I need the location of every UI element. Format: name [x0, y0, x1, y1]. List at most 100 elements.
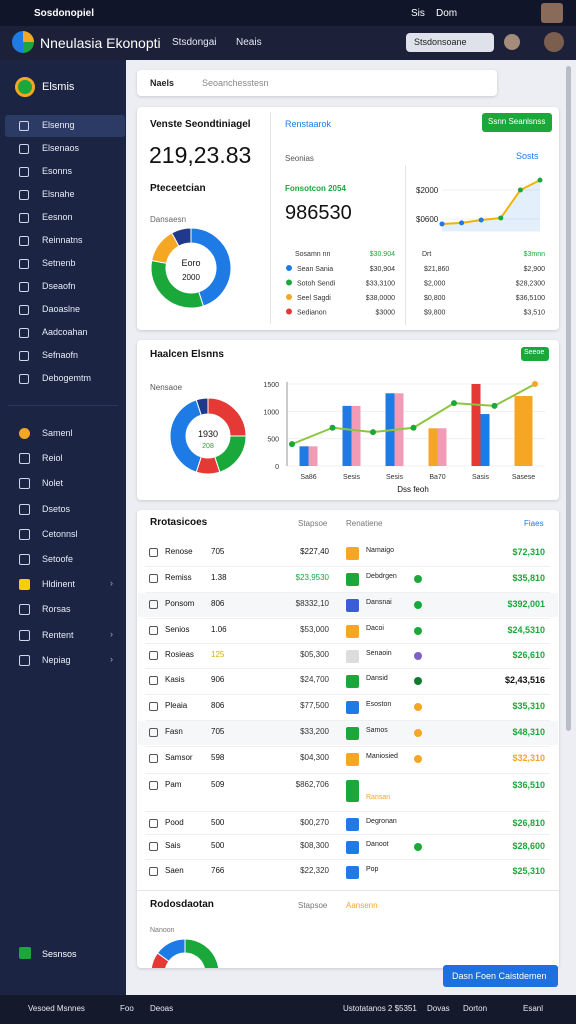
active-item	[5, 115, 125, 137]
row-tag: Dacoi	[366, 625, 384, 632]
row-checkbox[interactable]	[149, 548, 158, 557]
link[interactable]: Renstaarok	[285, 119, 332, 129]
menu-item[interactable]: Debogemtm	[42, 373, 92, 383]
avatar[interactable]	[541, 3, 563, 23]
user-avatar[interactable]	[504, 34, 520, 50]
taskbar-item[interactable]: Dovas	[427, 1004, 450, 1013]
row-checkbox[interactable]	[149, 676, 158, 685]
menu-item[interactable]: Nolet	[42, 478, 64, 489]
search-bar[interactable]	[137, 70, 497, 96]
menu-item[interactable]: Sefnaofn	[42, 350, 79, 360]
menu-icon	[19, 236, 29, 246]
sidebar-footer[interactable]: Sesnsos	[42, 949, 77, 959]
chart-label: Nensaoe	[150, 383, 183, 392]
cta-label: Dasn Foen Caistdemen	[452, 971, 547, 981]
row-tag: Senaoin	[366, 650, 392, 657]
menu-icon	[19, 604, 30, 616]
row-code: 705	[211, 727, 225, 736]
row-code: 1.38	[211, 573, 227, 582]
row-checkbox[interactable]	[149, 626, 158, 635]
row-tag-icon	[346, 841, 359, 854]
row-checkbox[interactable]	[149, 651, 158, 660]
taskbar-item[interactable]: Ustotatanos 2 $5351	[343, 1004, 417, 1013]
taskbar-item[interactable]: Deoas	[150, 1004, 174, 1013]
row-name: Remiss	[165, 573, 192, 582]
row-code: 906	[211, 675, 225, 684]
menu-item[interactable]: Samenl	[42, 428, 73, 438]
row-name: Rosieas	[165, 650, 194, 659]
row-tag-icon	[346, 780, 359, 802]
menu-icon	[19, 554, 30, 565]
menu-item[interactable]: Rorsas	[42, 604, 71, 615]
row-name: Pood	[165, 818, 184, 827]
menu-item[interactable]: Daoaslne	[42, 304, 81, 314]
menu-item[interactable]: Reinnatns	[42, 235, 83, 245]
row-checkbox[interactable]	[149, 600, 158, 609]
menu-item[interactable]: Setnenb	[42, 258, 76, 268]
menu-item[interactable]: Hldinent	[42, 579, 76, 590]
row-tag-icon	[346, 625, 359, 638]
row-dot	[414, 843, 422, 851]
dropdown[interactable]	[406, 33, 494, 52]
menu-item[interactable]: Elsenaos	[42, 143, 80, 153]
row-total: $2,43,516	[504, 675, 545, 685]
menu-item[interactable]: Rentent	[42, 629, 74, 640]
taskbar-item[interactable]: Dorton	[463, 1004, 488, 1013]
row-code: 705	[211, 547, 225, 556]
menu-icon	[19, 478, 30, 490]
row-name: Samsor	[165, 753, 193, 762]
row-amount: $00,270	[300, 818, 329, 827]
row-checkbox[interactable]	[149, 867, 158, 876]
row-checkbox[interactable]	[149, 702, 158, 711]
taskbar-item[interactable]: Esanl	[523, 1004, 544, 1013]
breakdown-card	[137, 340, 559, 500]
row-amount: $53,000	[300, 625, 329, 634]
row-tag: Dansid	[366, 675, 388, 682]
chevron: ›	[110, 653, 113, 664]
status-app: Sosdonopiel	[34, 8, 94, 19]
nav-link[interactable]: Stsdongai	[172, 37, 217, 48]
row-code: 1.06	[211, 625, 227, 634]
row-checkbox[interactable]	[149, 842, 158, 851]
select[interactable]: Sosts	[516, 151, 539, 161]
cta-button[interactable]	[443, 965, 558, 987]
menu-item[interactable]: Elsnahe	[42, 189, 75, 199]
chevron: ›	[110, 578, 113, 589]
button-label: Seeoe	[524, 349, 545, 356]
status-bar	[0, 0, 576, 26]
menu-item[interactable]: Cetonnsl	[42, 528, 78, 539]
row-code: 806	[211, 701, 225, 710]
menu-item[interactable]: Dseaofn	[42, 281, 76, 291]
menu-item[interactable]: Nepiag	[42, 654, 71, 665]
row-divider	[145, 566, 550, 567]
subtitle: Pteceetcian	[150, 183, 206, 194]
menu-item[interactable]: Eesnon	[42, 212, 73, 222]
row-checkbox[interactable]	[149, 781, 158, 790]
row-checkbox[interactable]	[149, 819, 158, 828]
nav-link[interactable]: Neais	[236, 37, 262, 48]
menu-item[interactable]: Aadcoahan	[42, 327, 88, 337]
menu-item[interactable]: Dsetos	[42, 503, 71, 514]
row-checkbox[interactable]	[149, 728, 158, 737]
column-header: Stapsoe	[298, 901, 328, 910]
row-tag: Danoot	[366, 841, 389, 848]
row-tag-icon	[346, 866, 359, 879]
dropdown-label: Stsdonsoane	[414, 37, 467, 47]
taskbar-item[interactable]: Foo	[120, 1004, 134, 1013]
row-code: 500	[211, 841, 225, 850]
row-checkbox[interactable]	[149, 754, 158, 763]
table-link[interactable]: Fiaes	[524, 519, 544, 528]
column-header: Aansenn	[346, 901, 378, 910]
menu-item[interactable]: Elsenng	[42, 120, 75, 130]
user-avatar[interactable]	[544, 32, 564, 52]
menu-item[interactable]: Reiol	[42, 453, 63, 464]
taskbar-item[interactable]: Vesoed Msnnes	[28, 1004, 85, 1013]
row-checkbox[interactable]	[149, 574, 158, 583]
menu-item[interactable]: Esonns	[42, 166, 73, 176]
row-divider	[145, 859, 550, 860]
menu-item[interactable]: Setoofe	[42, 554, 74, 564]
button[interactable]	[482, 113, 552, 132]
row-divider	[145, 643, 550, 644]
button[interactable]	[521, 347, 549, 361]
row-divider	[145, 694, 550, 695]
